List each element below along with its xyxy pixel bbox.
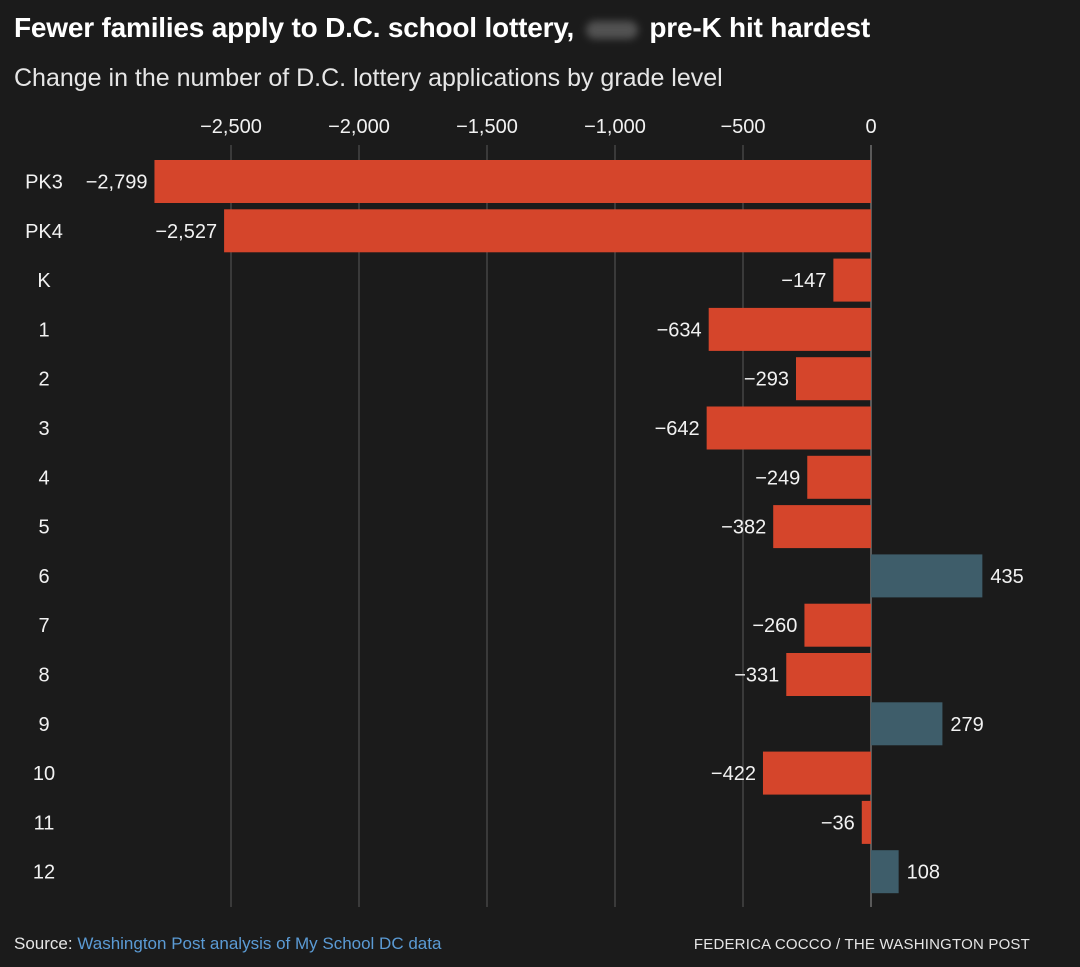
chart-title: Fewer families apply to D.C. school lott… [14,12,870,43]
bar-1 [708,307,871,351]
category-label: 6 [38,566,49,588]
category-label: 3 [38,418,49,440]
bar-3 [706,406,871,450]
redacted-mark [585,20,638,39]
category-label: 8 [38,665,49,687]
bar-4 [807,455,871,499]
category-label: 4 [38,467,49,489]
x-tick-label: −500 [720,116,765,138]
bar-pk3 [154,160,871,203]
x-tick-label: 0 [865,116,876,138]
chart-subtitle: Change in the number of D.C. lottery app… [14,64,723,92]
bar-k [833,258,871,302]
data-label: 108 [907,862,940,884]
category-label: 9 [38,714,49,736]
data-label: −382 [721,517,766,539]
data-label: −422 [711,763,756,785]
bar-pk4 [224,209,871,253]
bar-5 [773,505,871,549]
category-label: PK4 [25,221,63,243]
data-label: 279 [950,714,983,736]
data-label: −2,527 [155,221,217,243]
category-label: 11 [34,812,55,834]
credit: FEDERICA COCCO / THE WASHINGTON POST [693,936,1030,953]
bar-9 [871,702,943,746]
category-label: 10 [33,763,55,785]
bar-6 [871,554,983,598]
bar-12 [871,850,899,894]
x-tick-label: −1,000 [584,116,646,138]
category-label: 5 [38,517,49,539]
data-label: −249 [755,467,800,489]
x-tick-label: −1,500 [456,116,518,138]
bar-chart: −2,500 −2,000 −1,500 −1,000 −500 0 PK3 −2,799 PK… [25,116,1024,907]
data-label: 435 [990,566,1023,588]
bar-8 [786,653,871,696]
category-label: 2 [38,369,49,391]
category-label: 12 [33,862,55,884]
data-label: −2,799 [86,172,148,194]
bar-10 [762,751,871,795]
x-tick-label: −2,500 [200,116,262,138]
data-label: −293 [744,369,789,391]
category-label: 7 [38,615,49,637]
data-label: −260 [752,615,797,637]
data-label: −331 [734,665,779,687]
data-label: −36 [821,812,855,834]
data-label: −147 [781,270,826,292]
bar-11 [861,800,871,844]
data-label: −642 [655,418,700,440]
bar-7 [804,603,871,647]
category-label: K [37,270,51,292]
bar-2 [795,357,871,401]
x-tick-label: −2,000 [328,116,390,138]
source-note: Source: Washington Post analysis of My S… [14,934,442,953]
source-link[interactable]: Washington Post analysis of My School DC… [77,934,442,953]
category-label: 1 [38,319,49,341]
data-label: −634 [657,319,702,341]
category-label: PK3 [25,172,63,194]
